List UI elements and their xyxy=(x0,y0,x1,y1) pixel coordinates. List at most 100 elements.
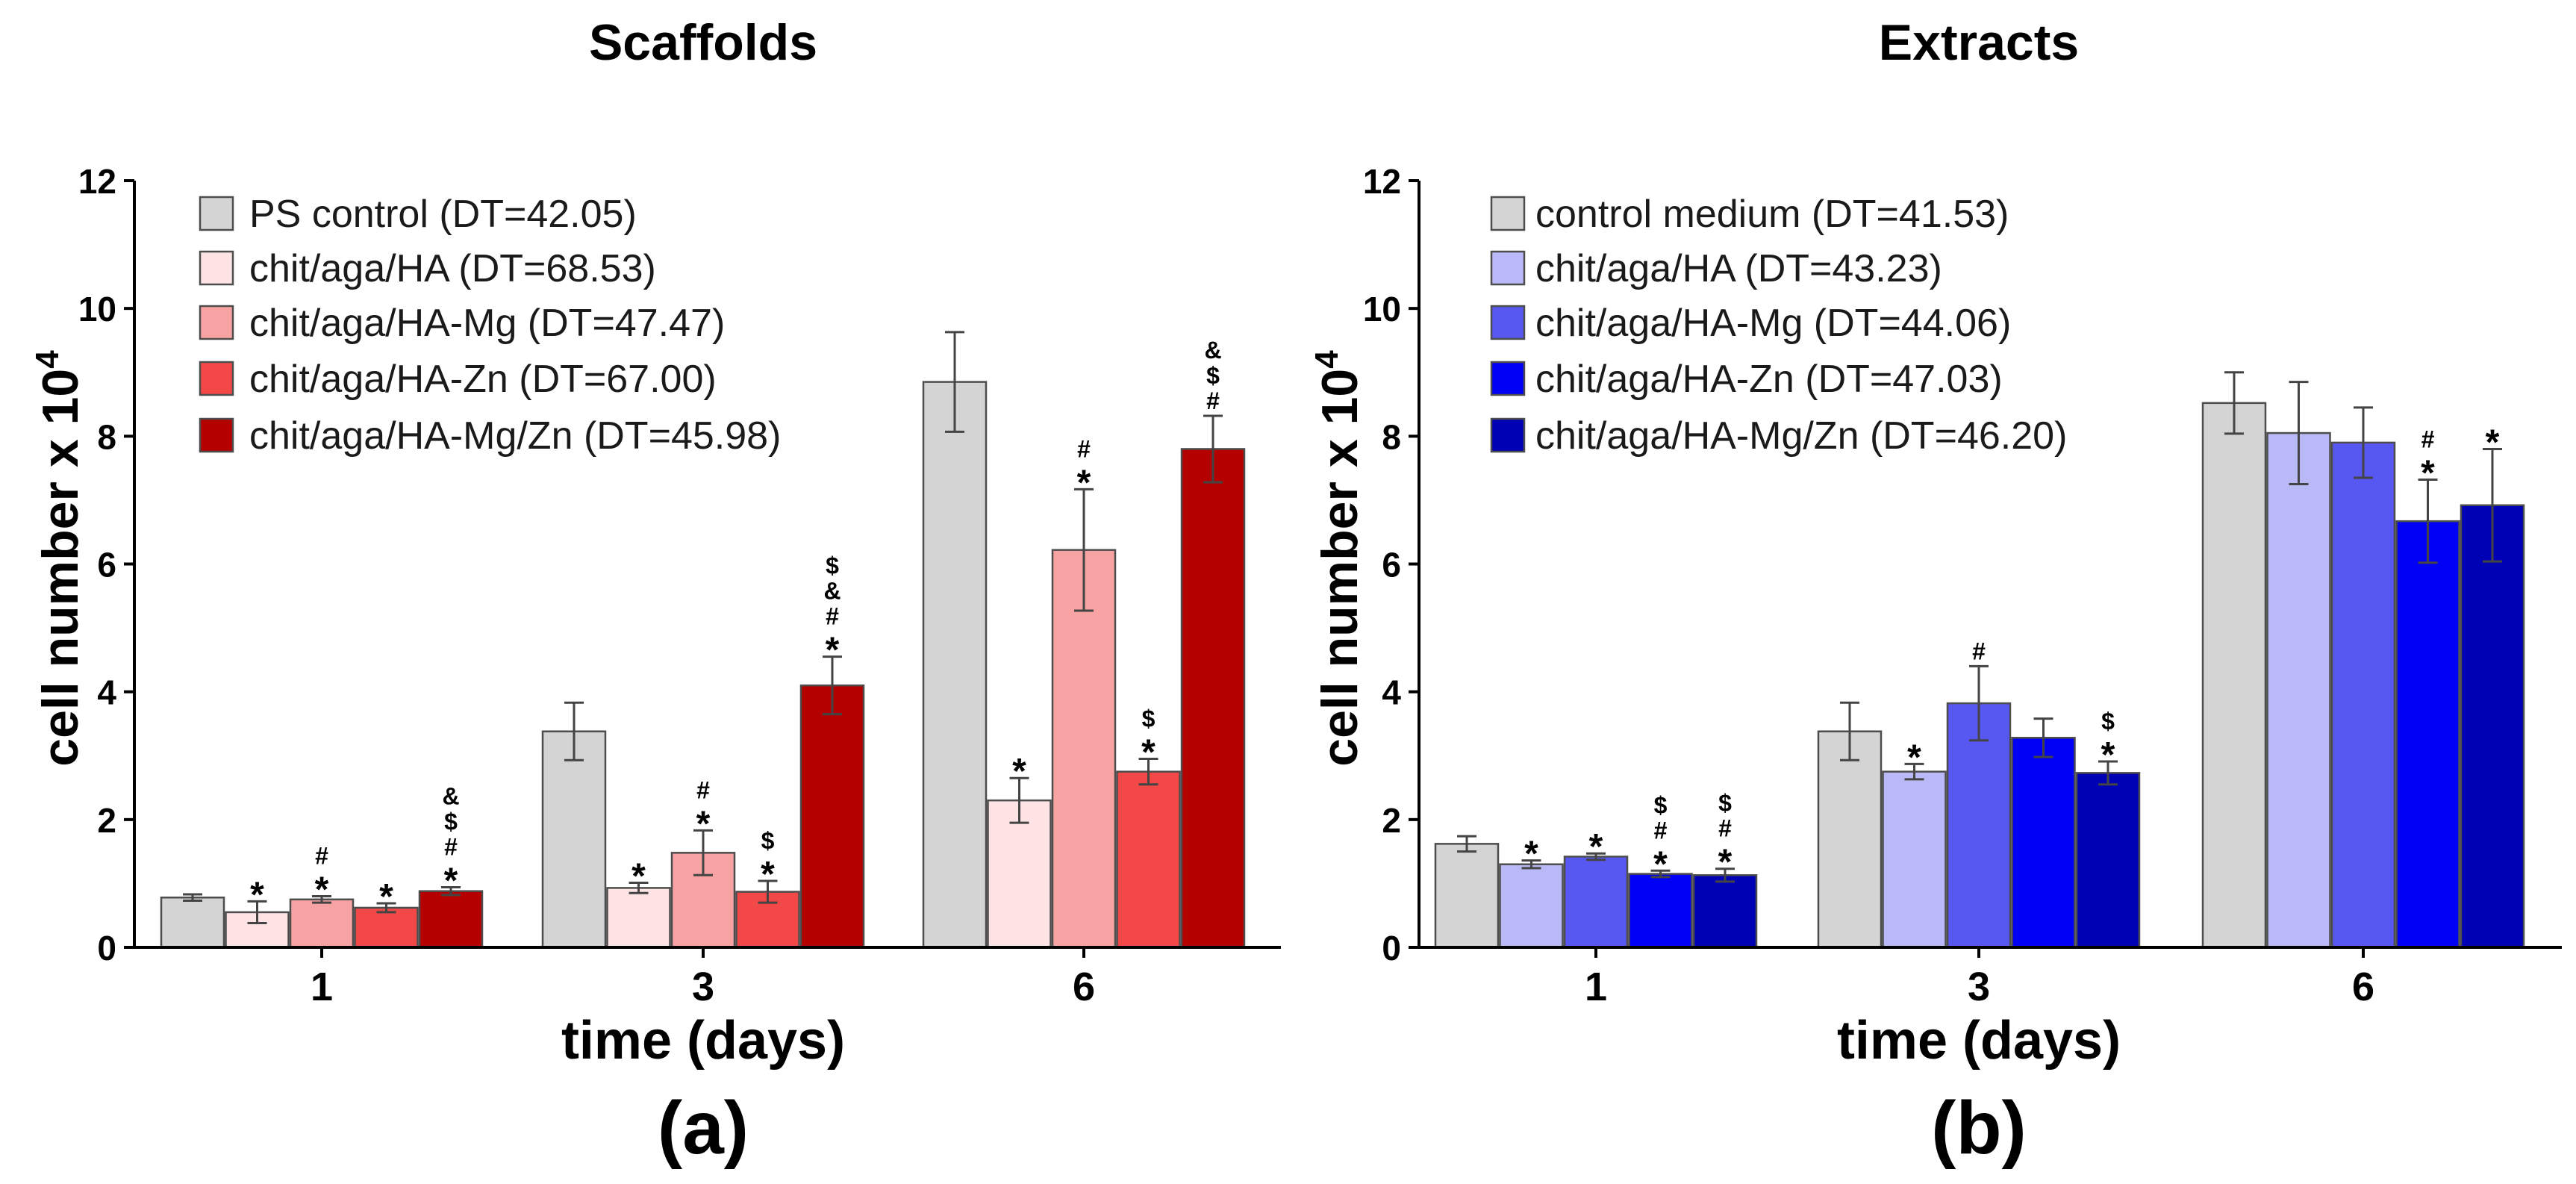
significance-mark: # xyxy=(826,603,839,630)
chart-title: Extracts xyxy=(1879,14,2079,71)
legend-label: chit/aga/HA (DT=43.23) xyxy=(1535,247,1942,290)
legend-label: control medium (DT=41.53) xyxy=(1535,193,2009,236)
error-bar xyxy=(2354,406,2373,479)
significance-mark: # xyxy=(1077,435,1091,462)
significance-mark: * xyxy=(1907,738,1921,777)
error-bar xyxy=(2224,371,2244,435)
bar xyxy=(2075,772,2141,949)
legend-item: chit/aga/HA-Mg (DT=44.06) xyxy=(1490,302,2011,345)
legend-item: chit/aga/HA-Mg/Zn (DT=45.98) xyxy=(199,414,781,458)
legend-swatch xyxy=(199,250,234,286)
legend-label: chit/aga/HA-Mg/Zn (DT=45.98) xyxy=(249,414,781,458)
legend-label: chit/aga/HA-Zn (DT=67.00) xyxy=(249,358,717,401)
y-axis-label-exponent: 4 xyxy=(1309,350,1345,369)
error-bar xyxy=(1904,762,1924,781)
significance-mark: * xyxy=(1141,733,1156,773)
y-tick-label: 12 xyxy=(78,162,116,201)
significance-mark: * xyxy=(1012,752,1026,791)
error-bar xyxy=(758,879,778,904)
y-tick-label: 2 xyxy=(1382,801,1401,840)
y-axis-label-exponent: 4 xyxy=(29,350,66,369)
significance-mark: $ xyxy=(1654,791,1668,818)
significance-mark: * xyxy=(1589,827,1603,867)
error-bar xyxy=(1009,776,1029,824)
significance-mark: # xyxy=(1206,387,1220,414)
legend-item: chit/aga/HA (DT=68.53) xyxy=(199,247,656,290)
y-axis-label-text: cell number x 10 xyxy=(32,369,89,767)
panel-b: Extracts cell number x 104 ***#*#$*#*#$*… xyxy=(1309,14,2562,1170)
error-bar xyxy=(2098,760,2118,786)
legend-swatch xyxy=(199,196,234,231)
significance-mark: * xyxy=(315,870,329,910)
bar xyxy=(1628,873,1693,949)
significance-mark: * xyxy=(379,877,393,917)
legend-swatch xyxy=(1490,305,1526,340)
legend-swatch xyxy=(1490,417,1526,453)
significance-mark: $ xyxy=(1206,362,1220,389)
bar xyxy=(987,799,1052,949)
bar xyxy=(606,887,671,949)
legend-swatch xyxy=(1490,250,1526,286)
error-bar xyxy=(693,829,713,876)
error-bar xyxy=(247,900,267,924)
bar xyxy=(2201,402,2267,949)
significance-mark: # xyxy=(444,834,458,861)
significance-mark: $ xyxy=(761,827,775,854)
y-tick-label: 4 xyxy=(1382,673,1401,712)
error-bar xyxy=(1650,869,1671,879)
error-bar xyxy=(564,701,584,761)
legend-label: chit/aga/HA-Mg (DT=47.47) xyxy=(249,302,725,345)
error-bar xyxy=(1521,859,1541,870)
legend-item: control medium (DT=41.53) xyxy=(1490,193,2009,236)
significance-mark: $ xyxy=(1718,790,1732,817)
y-axis-label: cell number x 104 xyxy=(29,350,89,767)
legend: PS control (DT=42.05) chit/aga/HA (DT=68.… xyxy=(199,193,781,458)
x-tick-label: 6 xyxy=(1073,965,1095,1009)
x-axis-label: time (days) xyxy=(561,1011,845,1071)
legend-swatch xyxy=(199,305,234,340)
x-tick-label: 1 xyxy=(311,965,333,1009)
y-tick-label: 10 xyxy=(1363,290,1401,328)
significance-mark: * xyxy=(1077,463,1091,502)
bar xyxy=(1116,770,1181,949)
error-bar xyxy=(2483,447,2502,563)
bar xyxy=(2395,520,2460,949)
error-bar xyxy=(1969,664,1989,742)
y-tick-label: 12 xyxy=(1363,162,1401,201)
error-bar xyxy=(629,882,649,894)
y-axis-label-text: cell number x 10 xyxy=(1312,369,1368,767)
bar xyxy=(160,896,225,949)
legend-label: chit/aga/HA-Zn (DT=47.03) xyxy=(1535,358,2003,401)
significance-mark: * xyxy=(1653,844,1668,884)
x-axis-label: time (days) xyxy=(1837,1011,2121,1071)
significance-mark: $ xyxy=(2101,708,2115,735)
legend: control medium (DT=41.53) chit/aga/HA (DT… xyxy=(1490,193,2067,458)
error-bar xyxy=(1138,758,1158,786)
panel-label: (b) xyxy=(1931,1086,2027,1170)
legend-swatch xyxy=(1490,361,1526,396)
x-tick-label: 1 xyxy=(1585,965,1607,1009)
significance-mark: * xyxy=(444,861,458,901)
bar xyxy=(2266,431,2331,949)
legend-label: chit/aga/HA-Mg/Zn (DT=46.20) xyxy=(1535,414,2067,458)
error-bar xyxy=(312,895,331,904)
significance-mark: * xyxy=(2101,735,2115,775)
significance-mark: # xyxy=(1654,817,1668,844)
error-bar xyxy=(1074,487,1094,612)
x-tick-label: 3 xyxy=(692,965,714,1009)
legend-swatch xyxy=(199,417,234,453)
bar xyxy=(1434,843,1500,949)
significance-mark: * xyxy=(696,804,711,844)
significance-mark: # xyxy=(2421,426,2435,453)
significance-mark: * xyxy=(2421,454,2435,493)
error-bar xyxy=(2033,717,2053,758)
bar xyxy=(1817,730,1883,949)
error-bar xyxy=(376,902,396,914)
significance-mark: & xyxy=(1204,337,1221,364)
y-tick-label: 0 xyxy=(97,929,116,968)
error-bar xyxy=(823,655,842,716)
error-bar xyxy=(2289,381,2309,486)
significance-mark: * xyxy=(1524,835,1538,874)
bar xyxy=(1180,448,1246,949)
